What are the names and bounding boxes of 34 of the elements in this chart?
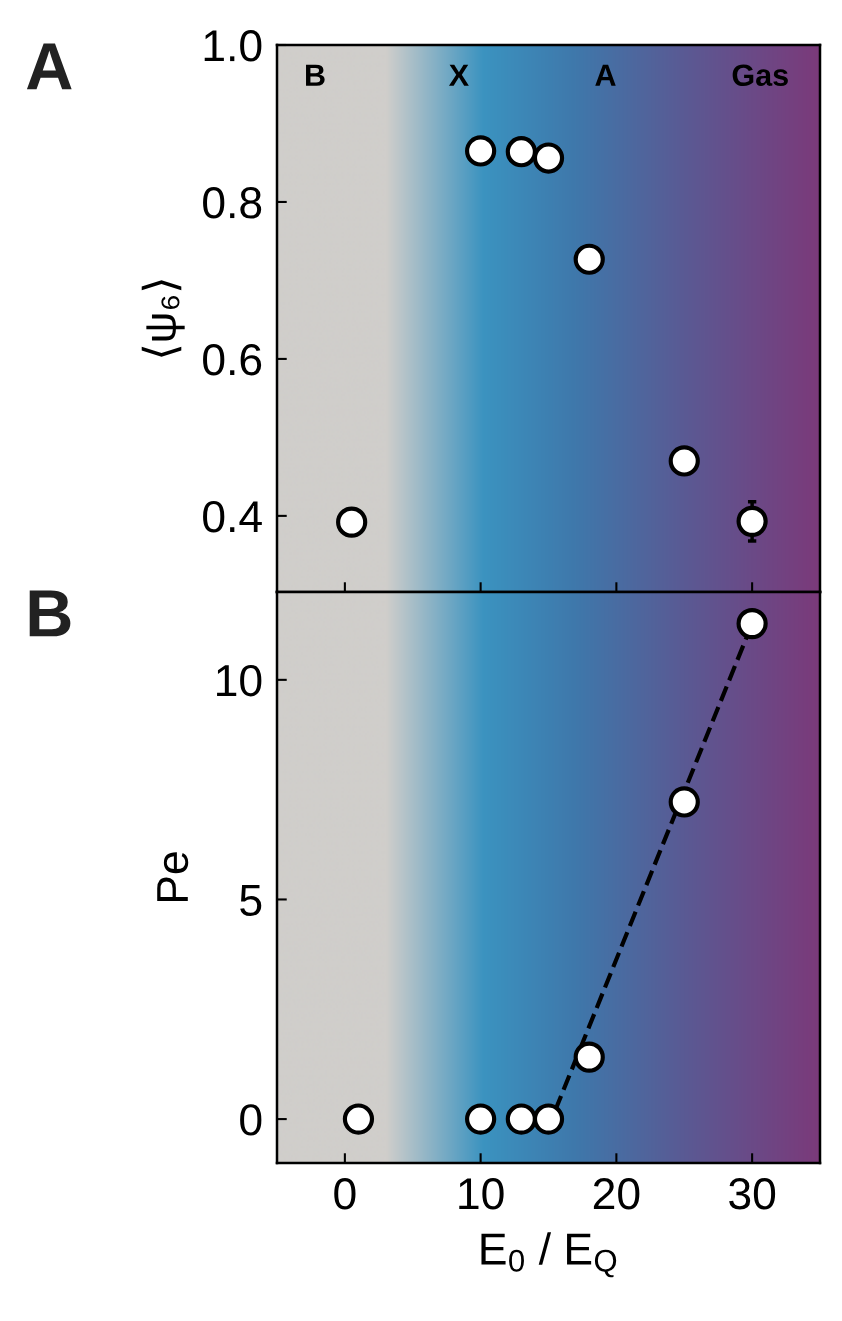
point <box>465 135 497 167</box>
annotation: Gas <box>732 64 788 87</box>
annotation: B <box>306 64 325 86</box>
annotation: X <box>448 64 469 86</box>
point <box>505 1103 537 1135</box>
y-tick-label: 0.4 <box>203 500 262 533</box>
x-tick-label: 0 <box>334 1178 356 1210</box>
point <box>465 1103 497 1135</box>
x-tick-label: 20 <box>593 1178 640 1210</box>
x-tick-label: 30 <box>729 1178 776 1210</box>
y-tick-label: 10 <box>217 664 262 697</box>
y-tick-label: 0 <box>240 1104 262 1136</box>
point <box>342 1103 375 1135</box>
point <box>505 136 537 168</box>
x-tick-label: 10 <box>459 1178 504 1210</box>
point <box>668 445 700 477</box>
y-tick-label: 0.6 <box>203 343 262 376</box>
point <box>573 243 605 275</box>
y-axis-title: Pe <box>157 852 189 902</box>
text: B <box>29 590 71 637</box>
x-axis-title: E$_{0}$ / E$_{Q}$ <box>481 1232 617 1278</box>
point <box>336 506 368 538</box>
point <box>668 786 700 818</box>
point <box>573 1041 605 1073</box>
point <box>736 608 768 640</box>
point <box>736 505 768 537</box>
point <box>532 1103 565 1135</box>
y-axis-title: ⟨ψ₆⟩ <box>141 280 185 357</box>
text: A <box>26 43 72 90</box>
point <box>532 142 565 174</box>
y-tick-label: 1.0 <box>204 30 262 62</box>
y-tick-label: 0.8 <box>203 187 262 219</box>
y-tick-label: 5 <box>240 884 262 916</box>
annotation: A <box>595 64 616 86</box>
